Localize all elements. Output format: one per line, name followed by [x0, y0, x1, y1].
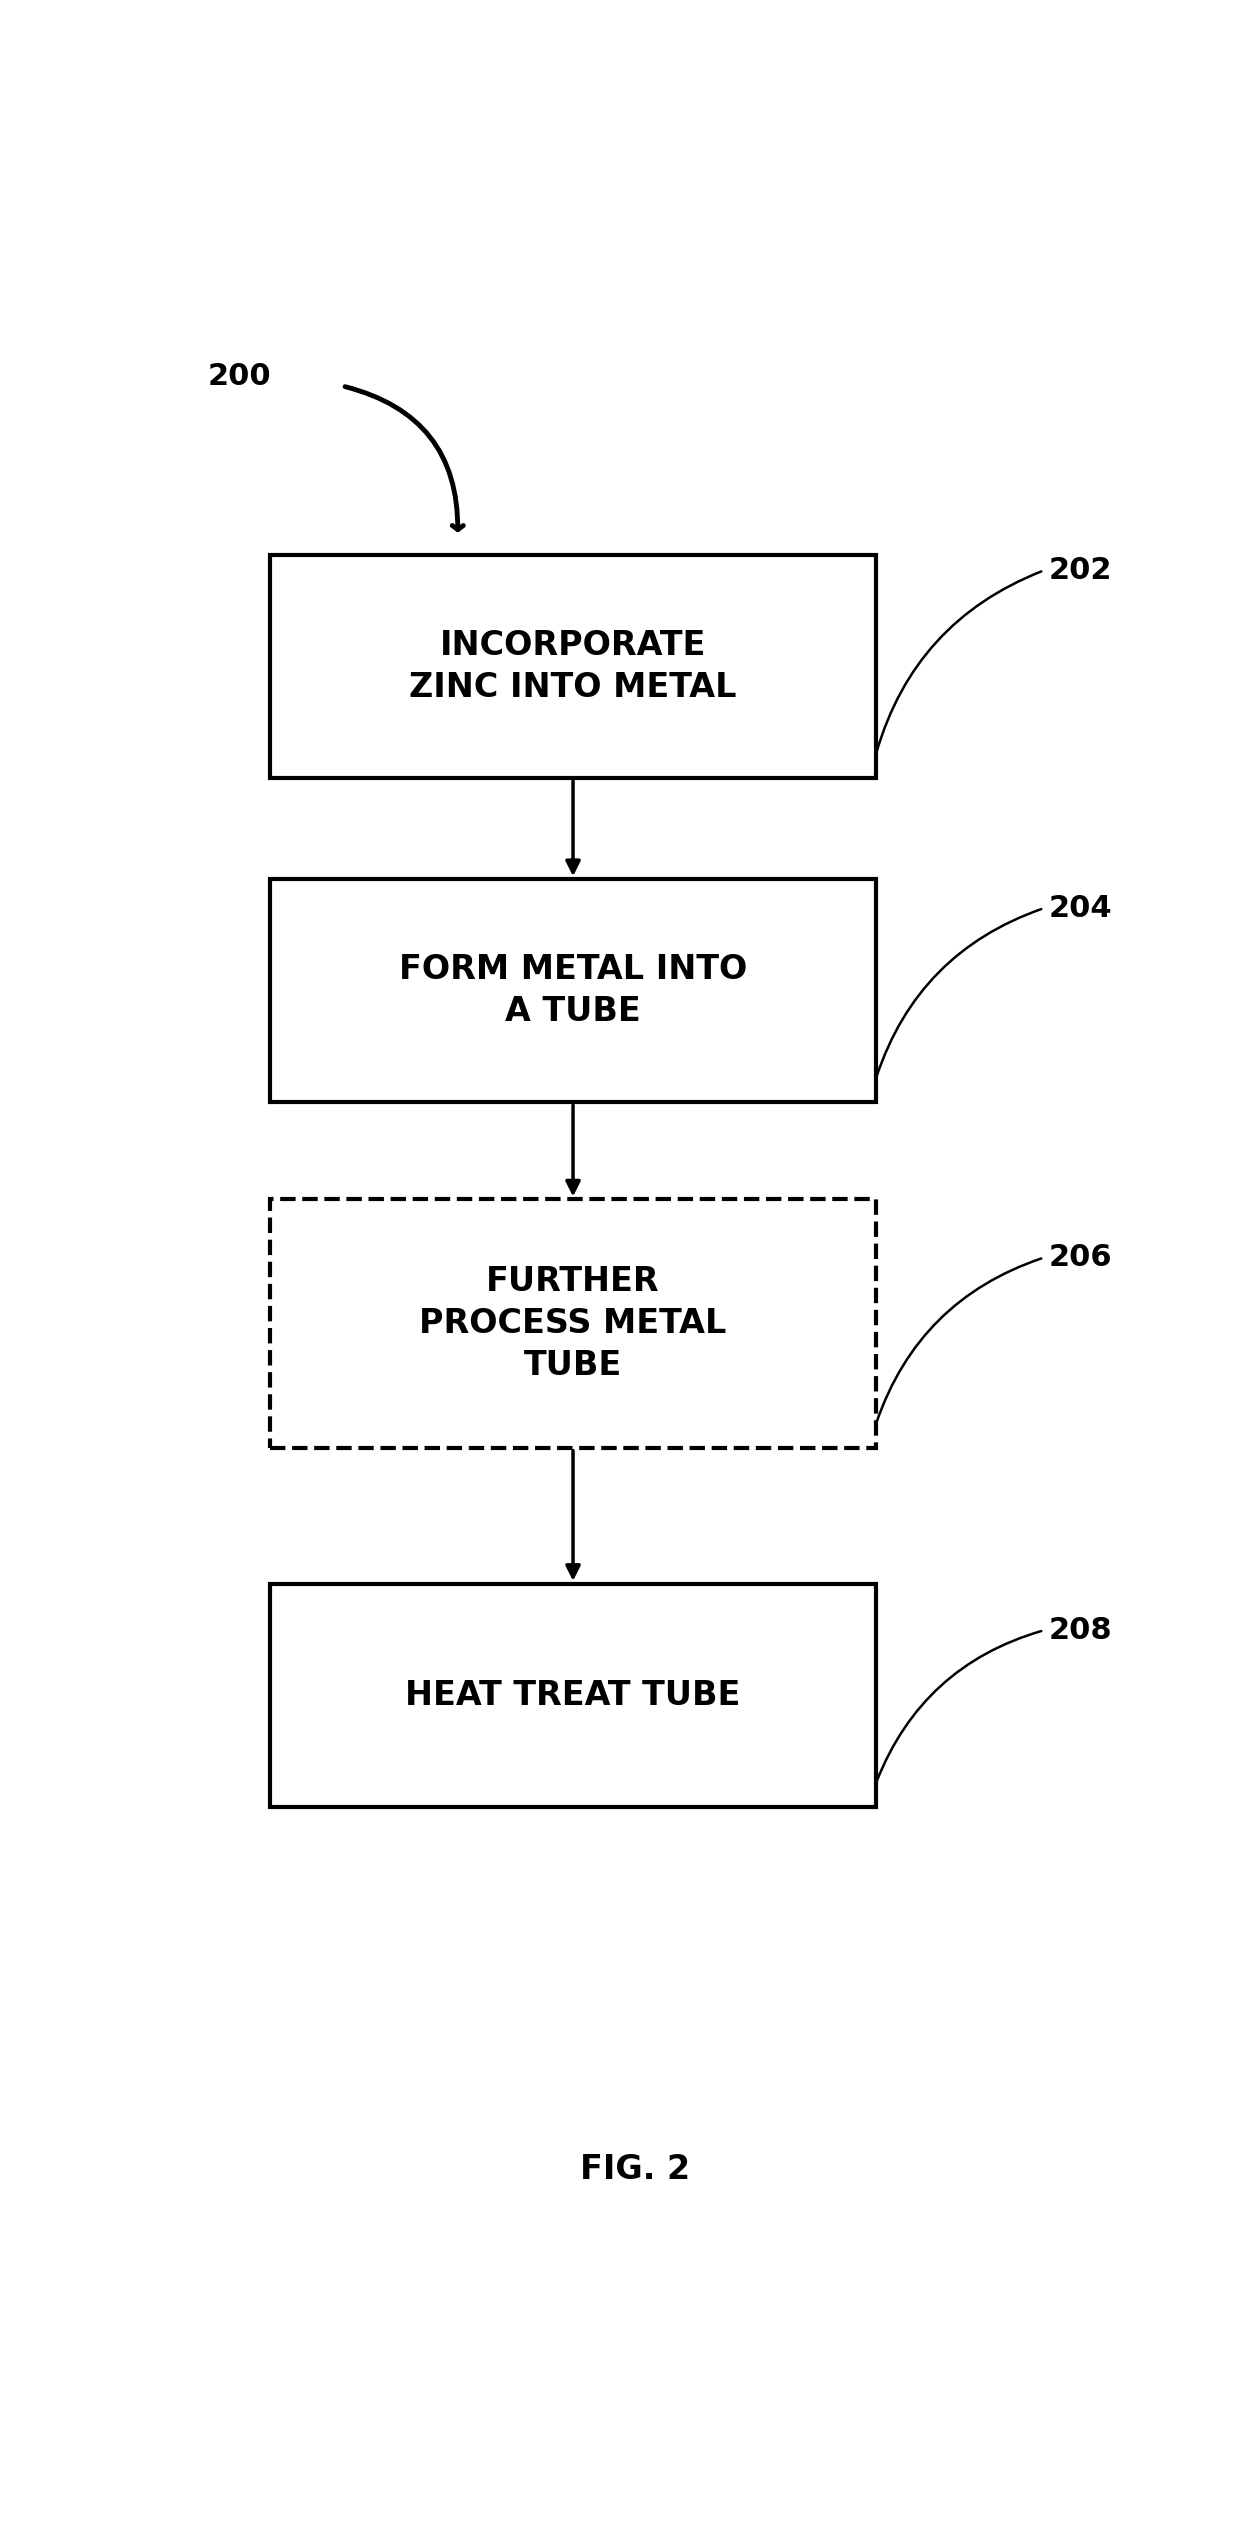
FancyBboxPatch shape	[270, 1200, 875, 1447]
FancyBboxPatch shape	[270, 880, 875, 1102]
Text: HEAT TREAT TUBE: HEAT TREAT TUBE	[405, 1679, 740, 1712]
Text: 208: 208	[1049, 1616, 1112, 1644]
Text: FURTHER
PROCESS METAL
TUBE: FURTHER PROCESS METAL TUBE	[419, 1266, 727, 1382]
Text: 202: 202	[1049, 557, 1112, 585]
Text: FIG. 2: FIG. 2	[580, 2153, 691, 2186]
Text: 204: 204	[1049, 892, 1112, 923]
Text: 206: 206	[1049, 1243, 1112, 1273]
Text: FORM METAL INTO
A TUBE: FORM METAL INTO A TUBE	[399, 953, 748, 1029]
Text: 200: 200	[208, 363, 272, 391]
FancyBboxPatch shape	[270, 1583, 875, 1808]
Text: INCORPORATE
ZINC INTO METAL: INCORPORATE ZINC INTO METAL	[409, 628, 737, 703]
FancyBboxPatch shape	[270, 555, 875, 779]
